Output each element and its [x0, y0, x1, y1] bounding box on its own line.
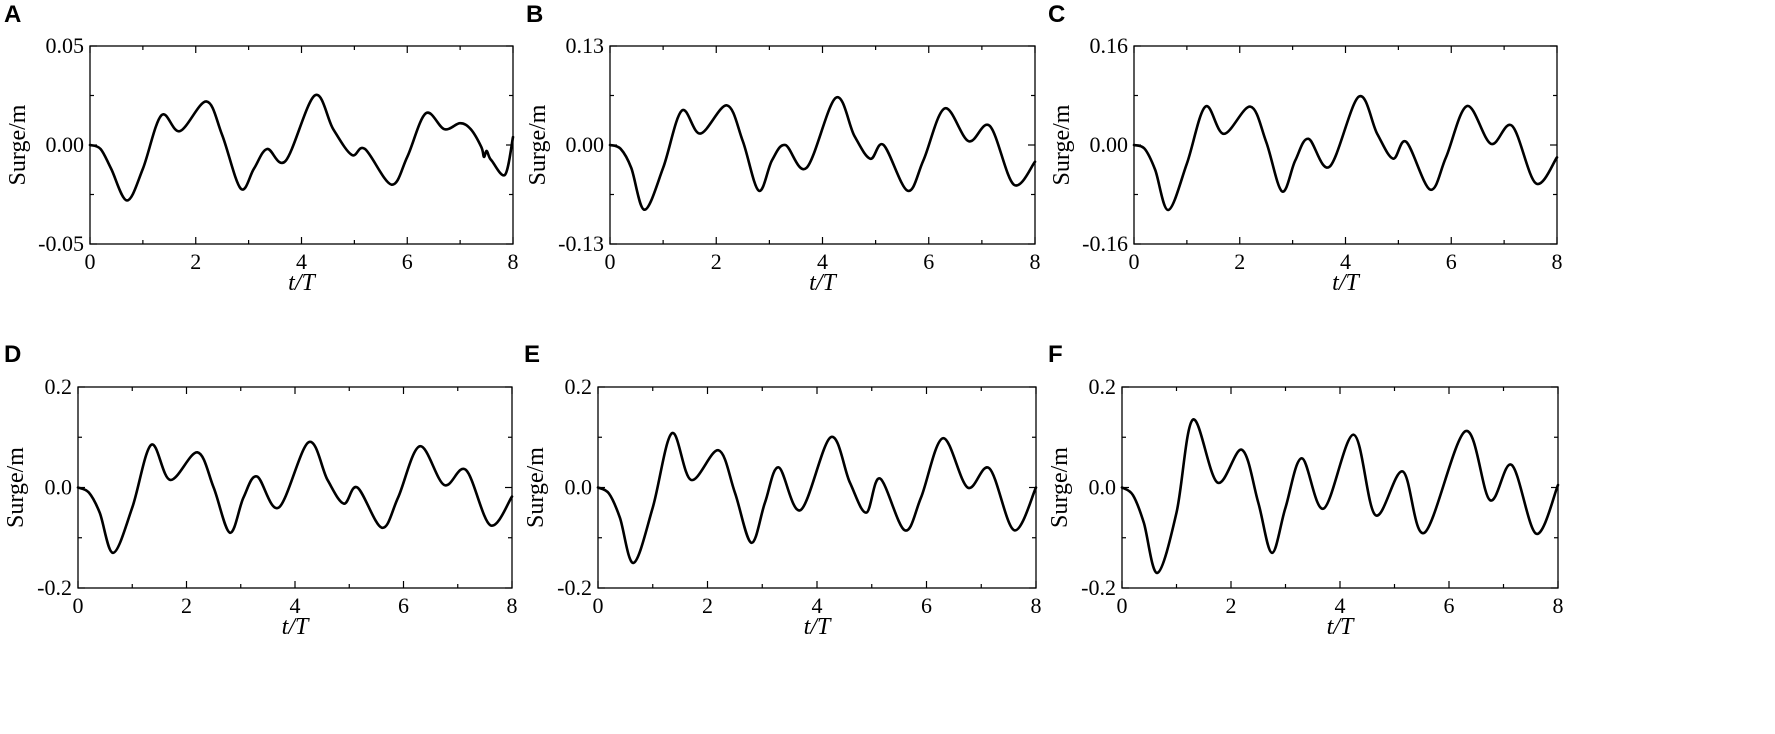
panel-letter-b: B	[526, 1, 543, 28]
x-tick-label-f: 6	[1444, 593, 1455, 618]
panel-letter-e: E	[524, 341, 540, 368]
x-tick-label-e: 2	[702, 593, 713, 618]
panel-b: B 0 2 4 6 8 -0.13 0.00 0.13 Surge/m t/T	[525, 1, 1041, 296]
y-tick-label-c: 0.00	[1090, 132, 1129, 157]
panel-f: F 0 2 4 6 8 -0.2 0.0 0.2 Surge/m t/T	[1047, 341, 1564, 640]
y-tick-label-e: 0.0	[565, 475, 593, 500]
y-tick-label-e: 0.2	[565, 374, 593, 399]
x-tick-label-a: 8	[508, 249, 519, 274]
y-tick-label-a: 0.00	[46, 132, 85, 157]
y-axis-title-a: Surge/m	[5, 104, 31, 185]
series-line-a	[88, 93, 515, 202]
x-tick-label-a: 4	[296, 249, 307, 274]
x-tick-label-a: 2	[190, 249, 201, 274]
y-tick-label-f: -0.2	[1081, 575, 1116, 600]
y-tick-label-a: 0.05	[46, 33, 85, 58]
x-axis-title-d: t/T	[282, 614, 310, 640]
x-tick-label-c: 6	[1446, 249, 1457, 274]
x-tick-label-a: 0	[85, 249, 96, 274]
x-axis-title-f: t/T	[1327, 614, 1355, 640]
panel-letter-d: D	[4, 341, 21, 368]
plot-frame-b	[609, 45, 1036, 245]
x-axis-title-c: t/T	[1332, 270, 1360, 296]
x-axis-title-a: t/T	[288, 270, 316, 296]
x-tick-label-e: 0	[593, 593, 604, 618]
x-tick-label-d: 0	[73, 593, 84, 618]
plot-frame-d	[77, 386, 513, 589]
panel-c: C 0 2 4 6 8 -0.16 0.00 0.16 Surge/m t/T	[1048, 1, 1563, 296]
y-tick-label-d: 0.0	[45, 475, 73, 500]
panel-a: A 0 2 4 6 8 -0.05 0.00 0.05 Surge/m t/T	[4, 1, 519, 296]
y-axis-title-c: Surge/m	[1049, 104, 1075, 185]
y-tick-label-f: 0.0	[1089, 475, 1117, 500]
x-tick-label-c: 0	[1129, 249, 1140, 274]
x-tick-label-b: 2	[711, 249, 722, 274]
y-axis-title-f: Surge/m	[1047, 447, 1073, 528]
y-tick-label-b: -0.13	[558, 231, 604, 256]
x-axis-title-e: t/T	[804, 614, 832, 640]
x-tick-label-f: 4	[1335, 593, 1346, 618]
y-tick-label-f: 0.2	[1089, 374, 1117, 399]
series-line-c	[1132, 95, 1559, 212]
series-line-e	[596, 431, 1038, 565]
x-tick-label-d: 4	[290, 593, 301, 618]
x-tick-label-a: 6	[402, 249, 413, 274]
x-tick-label-f: 8	[1553, 593, 1564, 618]
panel-letter-a: A	[4, 1, 21, 28]
x-tick-label-b: 6	[923, 249, 934, 274]
x-tick-label-e: 6	[921, 593, 932, 618]
y-axis-title-e: Surge/m	[523, 447, 549, 528]
x-tick-label-c: 4	[1340, 249, 1351, 274]
y-tick-label-d: -0.2	[37, 575, 72, 600]
y-tick-label-b: 0.00	[566, 132, 605, 157]
panel-letter-c: C	[1048, 1, 1065, 28]
series-line-b	[608, 96, 1037, 212]
y-axis-title-d: Surge/m	[3, 447, 29, 528]
x-tick-label-d: 6	[398, 593, 409, 618]
x-tick-label-c: 2	[1234, 249, 1245, 274]
y-tick-label-c: -0.16	[1082, 231, 1128, 256]
x-tick-label-b: 0	[605, 249, 616, 274]
x-tick-label-c: 8	[1552, 249, 1563, 274]
x-tick-label-e: 8	[1031, 593, 1042, 618]
panel-letter-f: F	[1048, 341, 1063, 368]
y-axis-title-b: Surge/m	[525, 104, 551, 185]
x-axis-title-b: t/T	[809, 270, 837, 296]
x-tick-label-f: 2	[1226, 593, 1237, 618]
series-line-d	[76, 440, 514, 555]
y-tick-label-c: 0.16	[1090, 33, 1129, 58]
plot-frame-f	[1121, 386, 1559, 589]
x-tick-label-d: 8	[507, 593, 518, 618]
y-tick-label-d: 0.2	[45, 374, 73, 399]
y-tick-label-e: -0.2	[557, 575, 592, 600]
x-tick-label-d: 2	[181, 593, 192, 618]
x-tick-label-f: 0	[1117, 593, 1128, 618]
y-tick-label-a: -0.05	[38, 231, 84, 256]
x-tick-label-b: 8	[1030, 249, 1041, 274]
panel-e: E 0 2 4 6 8 -0.2 0.0 0.2 Surge/m t/T	[523, 341, 1042, 640]
x-tick-label-e: 4	[812, 593, 823, 618]
panel-d: D 0 2 4 6 8 -0.2 0.0 0.2 Surge/m t/T	[3, 341, 518, 640]
plot-frame-a	[89, 45, 514, 245]
y-tick-label-b: 0.13	[566, 33, 605, 58]
x-tick-label-b: 4	[817, 249, 828, 274]
series-line-f	[1120, 418, 1560, 575]
